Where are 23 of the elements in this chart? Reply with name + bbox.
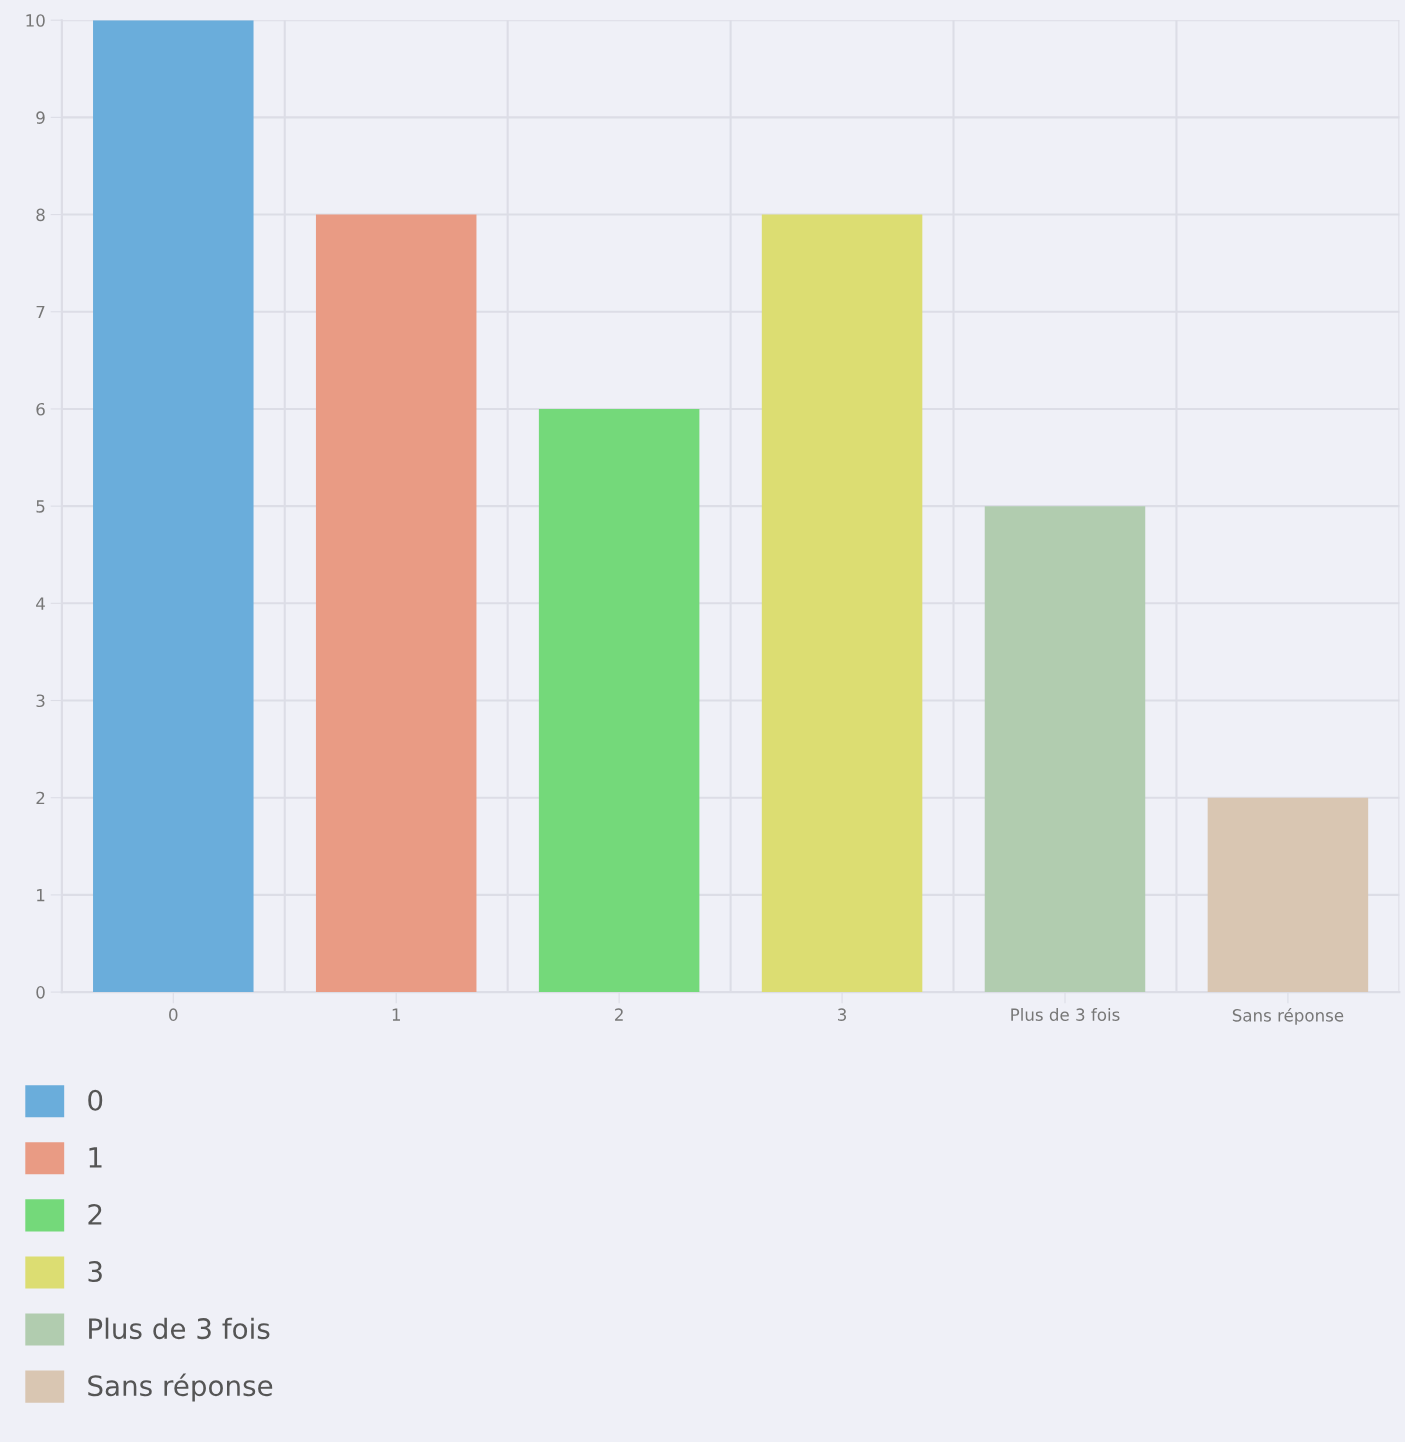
y-tick-label: 9 — [36, 111, 45, 124]
y-tick-label: 3 — [36, 694, 45, 708]
x-tick-label: 0 — [169, 1008, 178, 1021]
x-tick-label: 3 — [838, 1008, 847, 1021]
y-tick-label: 6 — [36, 402, 45, 416]
legend-label: Sans réponse — [88, 1373, 273, 1402]
legend-label: 2 — [88, 1203, 102, 1225]
y-tick-label: 8 — [36, 208, 45, 222]
x-tick-label: 2 — [615, 1008, 623, 1021]
legend-label: Plus de 3 fois — [89, 1317, 270, 1340]
y-tick-label: 7 — [36, 305, 45, 319]
y-tick-label: 2 — [36, 791, 45, 805]
y-tick-label: 5 — [36, 500, 45, 513]
y-tick-label: 0 — [36, 986, 45, 999]
x-tick-label: Sans réponse — [1232, 1008, 1344, 1025]
y-tick-label: 10 — [26, 14, 45, 27]
x-tick-label: Plus de 3 fois — [1011, 1008, 1120, 1021]
legend-label: 1 — [89, 1147, 102, 1168]
legend-label: 0 — [88, 1089, 103, 1111]
legend-label: 3 — [88, 1261, 102, 1283]
y-tick-label: 4 — [36, 597, 45, 610]
x-tick-label: 1 — [392, 1008, 400, 1021]
y-tick-label: 1 — [37, 889, 45, 902]
